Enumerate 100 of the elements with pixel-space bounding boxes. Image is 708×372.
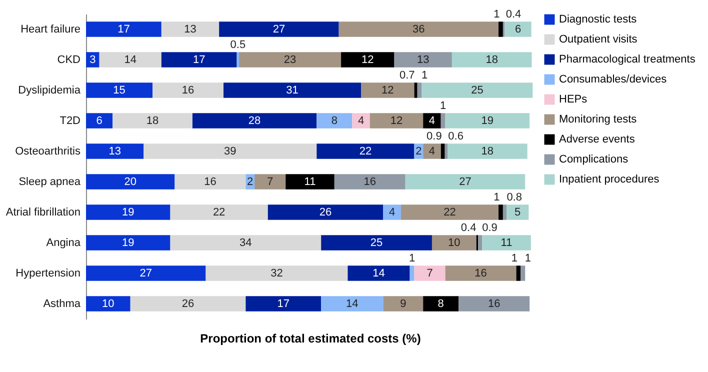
- bar: [86, 235, 170, 250]
- data-label: 19: [122, 236, 134, 249]
- data-label: 8: [438, 298, 444, 310]
- data-label: 17: [118, 23, 130, 36]
- data-label: 1: [440, 100, 446, 112]
- bar: [86, 82, 153, 98]
- bar: [170, 204, 268, 220]
- bar: [506, 204, 529, 220]
- data-label: 0.8: [506, 191, 522, 204]
- bar: [414, 266, 446, 281]
- data-label: 26: [319, 206, 332, 218]
- bar: [316, 113, 352, 128]
- bar: [478, 235, 482, 250]
- bar: [152, 82, 224, 98]
- bar: [400, 204, 499, 220]
- data-label: 16: [488, 298, 500, 310]
- data-label: 14: [124, 54, 136, 66]
- bar: [414, 82, 418, 98]
- bar: [341, 52, 394, 68]
- y-tick-label: Dyslipidemia: [18, 84, 82, 96]
- data-label: 0.6: [448, 130, 464, 142]
- y-tick-label: Osteoarthritis: [15, 145, 81, 158]
- x-axis-title: Proportion of total estimated costs (%): [200, 332, 421, 346]
- bar: [504, 22, 532, 37]
- legend-label: Inpatient procedures: [559, 174, 660, 186]
- data-label: 22: [359, 145, 372, 158]
- data-label: 17: [277, 298, 290, 310]
- bar: [452, 52, 532, 68]
- bar: [219, 22, 339, 37]
- data-label: 27: [459, 176, 472, 188]
- data-label: 22: [212, 206, 226, 218]
- data-label: 9: [400, 298, 406, 310]
- bar: [161, 22, 220, 37]
- data-label: 16: [182, 84, 194, 96]
- data-label: 16: [474, 267, 487, 280]
- bar: [445, 113, 530, 128]
- legend-label: Complications: [559, 154, 629, 166]
- data-label: 8: [331, 114, 338, 127]
- legend-label: Diagnostic tests: [559, 14, 638, 26]
- data-label: 0.4: [506, 8, 522, 20]
- data-label: 26: [182, 298, 194, 310]
- data-label: 34: [240, 236, 252, 249]
- legend-label: Outpatient visits: [559, 34, 638, 46]
- data-label: 25: [471, 84, 484, 96]
- data-label: 13: [108, 145, 121, 158]
- y-tick-label: CKD: [57, 54, 81, 66]
- data-label: 0.9: [426, 130, 442, 142]
- bar: [86, 144, 144, 159]
- bar: [432, 235, 476, 250]
- data-label: 0.9: [482, 222, 498, 234]
- data-label: 36: [412, 23, 425, 36]
- bar: [268, 204, 384, 220]
- bar: [417, 82, 422, 98]
- data-label: 1: [408, 252, 416, 264]
- bar: [383, 204, 401, 220]
- data-label: 18: [481, 145, 494, 158]
- data-label: 22: [444, 206, 456, 218]
- data-label: 12: [390, 114, 403, 127]
- bar: [423, 296, 459, 312]
- bar: [423, 144, 441, 159]
- bar: [224, 82, 362, 98]
- data-label: 25: [370, 236, 383, 249]
- data-label: 2: [416, 145, 422, 158]
- data-label: 10: [102, 298, 114, 310]
- y-tick-label: Atrial fibrillation: [6, 206, 80, 218]
- data-label: 1: [494, 191, 500, 204]
- bar: [444, 144, 448, 159]
- data-label: 19: [481, 114, 494, 127]
- y-tick-label: Sleep apnea: [18, 176, 82, 188]
- bar: [445, 266, 516, 281]
- bar: [440, 113, 446, 128]
- bar: [86, 113, 113, 128]
- bar: [405, 174, 526, 190]
- data-label: 6: [96, 114, 102, 127]
- data-label: 10: [448, 236, 460, 249]
- y-tick-label: T2D: [60, 114, 81, 127]
- data-label: 20: [124, 176, 136, 188]
- data-label: 4: [428, 114, 436, 127]
- bar: [86, 52, 100, 68]
- bar: [502, 204, 506, 220]
- bar: [174, 174, 246, 190]
- legend-label: Pharmacological treatments: [559, 54, 696, 66]
- bar: [86, 22, 162, 37]
- data-label: 2: [247, 176, 254, 188]
- legend-label: HEPs: [559, 94, 588, 106]
- bar: [99, 52, 162, 68]
- data-label: 5: [514, 206, 521, 218]
- bar: [321, 235, 432, 250]
- data-label: 0.7: [399, 69, 415, 82]
- data-label: 4: [388, 206, 396, 218]
- bar: [86, 204, 170, 220]
- bar: [394, 52, 452, 68]
- data-label: 1: [422, 69, 428, 82]
- bar: [206, 266, 348, 281]
- data-label: 11: [500, 236, 512, 249]
- data-label: 23: [284, 54, 296, 66]
- data-label: 14: [346, 298, 358, 310]
- data-label: 0.4: [460, 222, 476, 234]
- data-label: 0.5: [230, 38, 246, 51]
- legend-label: Monitoring tests: [559, 114, 638, 126]
